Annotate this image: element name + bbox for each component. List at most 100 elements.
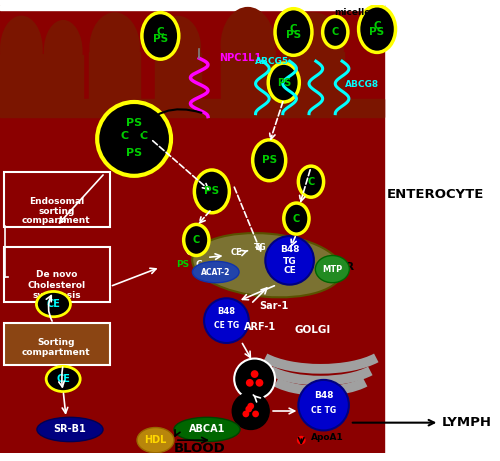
Ellipse shape [44, 20, 82, 83]
Ellipse shape [137, 427, 174, 453]
Bar [0, 5, 384, 10]
Text: Sar-1: Sar-1 [260, 301, 288, 311]
Bar [0, 53, 43, 112]
Text: B48: B48 [218, 307, 236, 316]
Text: ABCG8: ABCG8 [345, 80, 379, 89]
Text: CE TG: CE TG [214, 321, 239, 330]
Text: ARF-1: ARF-1 [244, 322, 276, 332]
Ellipse shape [298, 166, 324, 197]
Text: GOLGI: GOLGI [295, 325, 331, 335]
Ellipse shape [184, 225, 209, 255]
Circle shape [232, 392, 269, 430]
Text: Cholesterol: Cholesterol [28, 281, 86, 290]
Circle shape [298, 380, 349, 431]
Ellipse shape [36, 291, 70, 317]
Text: PS: PS [153, 34, 168, 44]
Text: ACAT-2: ACAT-2 [201, 267, 230, 277]
Circle shape [97, 102, 171, 176]
Text: ER: ER [338, 262, 354, 272]
FancyBboxPatch shape [4, 323, 110, 365]
Ellipse shape [142, 12, 179, 59]
Circle shape [242, 410, 250, 417]
Text: C: C [196, 260, 202, 269]
Ellipse shape [194, 170, 230, 213]
Text: PS: PS [276, 77, 291, 88]
Ellipse shape [0, 16, 43, 83]
Text: C: C [373, 21, 381, 31]
Text: CE: CE [46, 299, 60, 309]
Ellipse shape [46, 366, 80, 391]
Circle shape [246, 379, 254, 387]
Text: C C: C C [186, 248, 202, 257]
Text: C: C [293, 213, 300, 224]
Circle shape [250, 370, 258, 378]
Text: HDL: HDL [144, 435, 167, 445]
Text: LYMPH: LYMPH [442, 416, 492, 429]
Ellipse shape [37, 417, 103, 442]
Ellipse shape [358, 6, 396, 53]
Bar [44, 55, 82, 110]
Text: PS: PS [370, 28, 384, 37]
Text: C: C [156, 28, 164, 37]
Ellipse shape [284, 203, 309, 234]
Text: micelles: micelles [334, 8, 376, 17]
Circle shape [266, 236, 314, 285]
Ellipse shape [252, 140, 286, 181]
Ellipse shape [90, 12, 140, 83]
Text: TG: TG [283, 257, 296, 266]
Text: PS: PS [126, 148, 142, 158]
Bar [90, 53, 140, 113]
Text: SR-B1: SR-B1 [54, 425, 86, 434]
Text: synthesis: synthesis [32, 291, 80, 300]
Text: compartment: compartment [22, 348, 90, 357]
Ellipse shape [316, 255, 350, 283]
Text: sorting: sorting [38, 207, 74, 216]
Text: C: C [140, 131, 148, 141]
Text: ABCG5: ABCG5 [254, 57, 288, 65]
Text: ApoA1: ApoA1 [311, 433, 344, 442]
Text: PS: PS [176, 260, 190, 269]
Ellipse shape [268, 63, 300, 102]
Text: TG: TG [254, 243, 267, 252]
Text: B48: B48 [280, 245, 299, 254]
Text: C: C [192, 235, 200, 245]
Text: PS: PS [126, 118, 142, 128]
FancyBboxPatch shape [4, 247, 110, 302]
Text: CE: CE [56, 374, 70, 384]
Text: De novo: De novo [36, 271, 77, 279]
Bar [154, 53, 201, 110]
Bar [0, 99, 384, 117]
Circle shape [204, 298, 249, 343]
Circle shape [256, 379, 264, 387]
Text: C: C [290, 24, 298, 34]
Text: C: C [120, 131, 128, 141]
Text: Endosomal: Endosomal [28, 196, 84, 206]
Bar [220, 50, 275, 117]
Ellipse shape [322, 17, 348, 47]
Circle shape [246, 406, 252, 413]
Text: compartment: compartment [22, 216, 90, 225]
Text: CE: CE [230, 248, 242, 257]
Text: Sorting: Sorting [38, 337, 75, 347]
FancyBboxPatch shape [4, 172, 110, 227]
Text: PS: PS [204, 186, 220, 196]
Text: CE: CE [283, 266, 296, 275]
Text: CE TG: CE TG [311, 406, 336, 414]
Circle shape [297, 436, 306, 444]
Text: ABCA1: ABCA1 [189, 425, 225, 434]
Ellipse shape [174, 417, 240, 442]
Bar [0, 5, 384, 453]
Circle shape [234, 359, 275, 399]
Ellipse shape [282, 12, 344, 83]
Bar [282, 53, 344, 113]
Text: MTP: MTP [322, 265, 342, 274]
Ellipse shape [220, 7, 275, 83]
Text: C: C [332, 27, 339, 37]
Text: NPC1L1: NPC1L1 [218, 53, 261, 63]
Ellipse shape [192, 233, 342, 297]
Text: ENTEROCYTE: ENTEROCYTE [386, 188, 484, 201]
Text: C: C [308, 177, 314, 187]
Text: PS: PS [286, 30, 301, 41]
Text: PS: PS [262, 155, 277, 165]
Text: B48: B48 [314, 391, 334, 400]
